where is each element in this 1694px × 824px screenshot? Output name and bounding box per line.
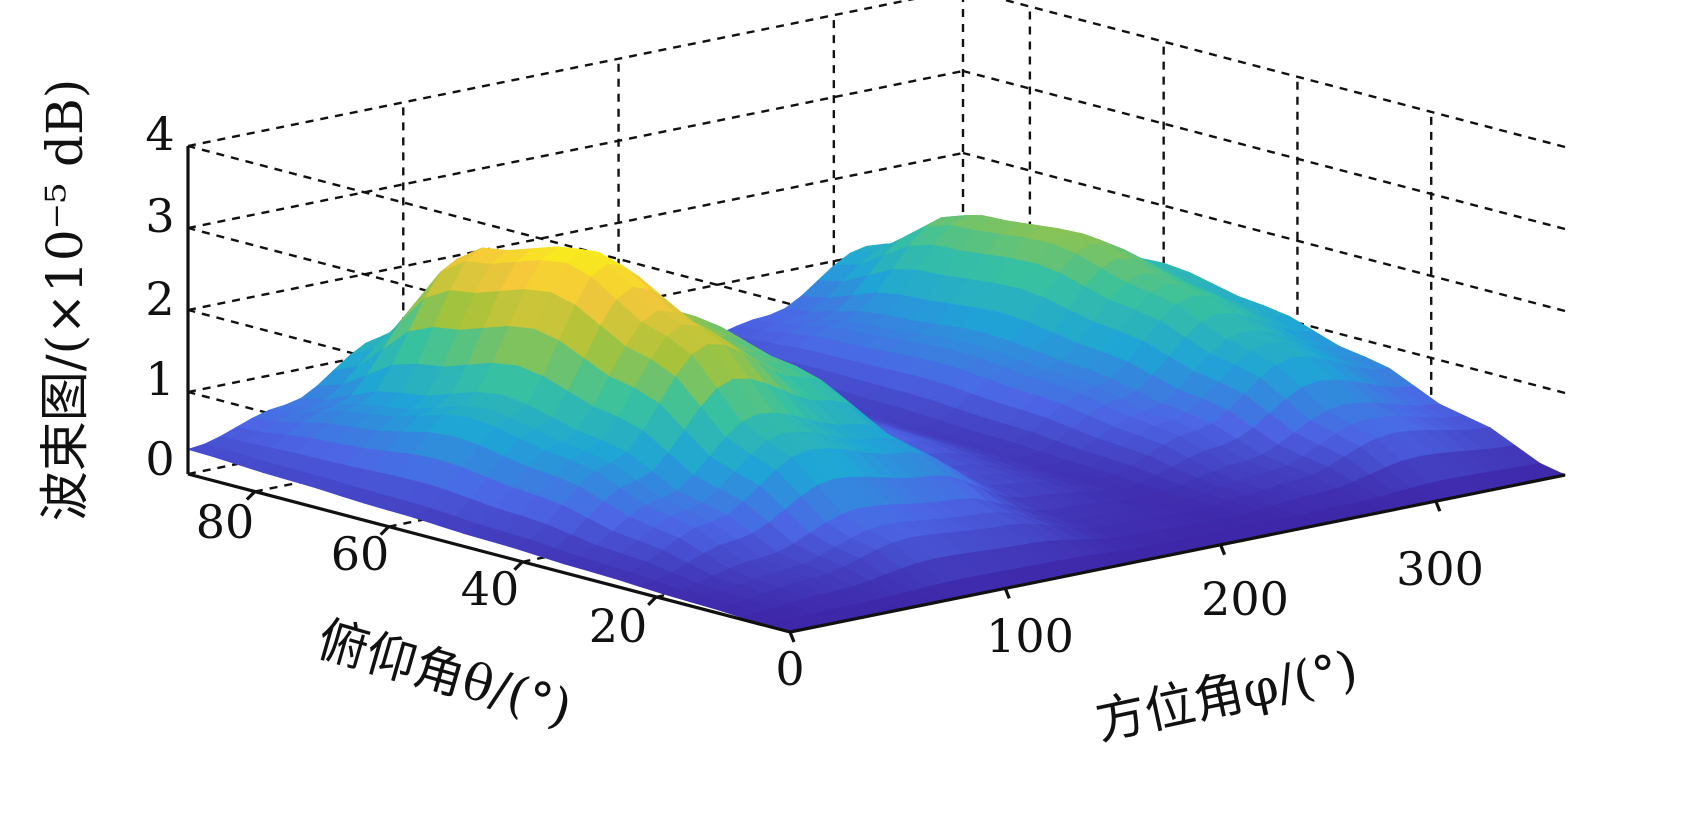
y-tick-label: 40 [461,562,520,616]
x-tick-label: 100 [986,609,1074,663]
z-tick-label: 3 [145,189,174,243]
y-tick-label: 80 [196,495,255,549]
y-tick-mark [513,560,524,571]
x-tick-label: 200 [1201,572,1289,626]
z-tick-label: 4 [145,107,174,161]
y-tick-mark [245,490,257,501]
x-tick-mark [1219,544,1227,556]
y-tick-mark [647,595,658,607]
grid-line [1000,0,1566,149]
x-axis-label: 方位角φ/(°) [1090,639,1362,751]
grid-line [187,151,964,312]
y-tick-mark [379,525,390,536]
x-tick-mark [1003,587,1011,599]
grid-line [187,69,964,230]
z-tick-label: 2 [145,272,174,326]
grid-line [187,0,915,148]
x-tick-mark [1434,500,1442,512]
z-axis-label: 波束图/(×10⁻⁵ dB) [36,79,94,521]
grid-line [962,69,1566,231]
x-tick-mark [788,631,796,643]
y-tick-label: 20 [589,599,648,653]
x-tick-label: 300 [1396,542,1484,596]
z-tick-label: 0 [145,432,174,486]
y-axis-line [187,472,791,634]
y-axis-label: 俯仰角θ/(°) [311,610,578,738]
x-tick-label: 0 [775,642,804,696]
z-tick-label: 1 [145,352,174,406]
surface-layer [186,214,1567,633]
y-tick-label: 60 [331,527,390,581]
axes [186,146,1566,643]
